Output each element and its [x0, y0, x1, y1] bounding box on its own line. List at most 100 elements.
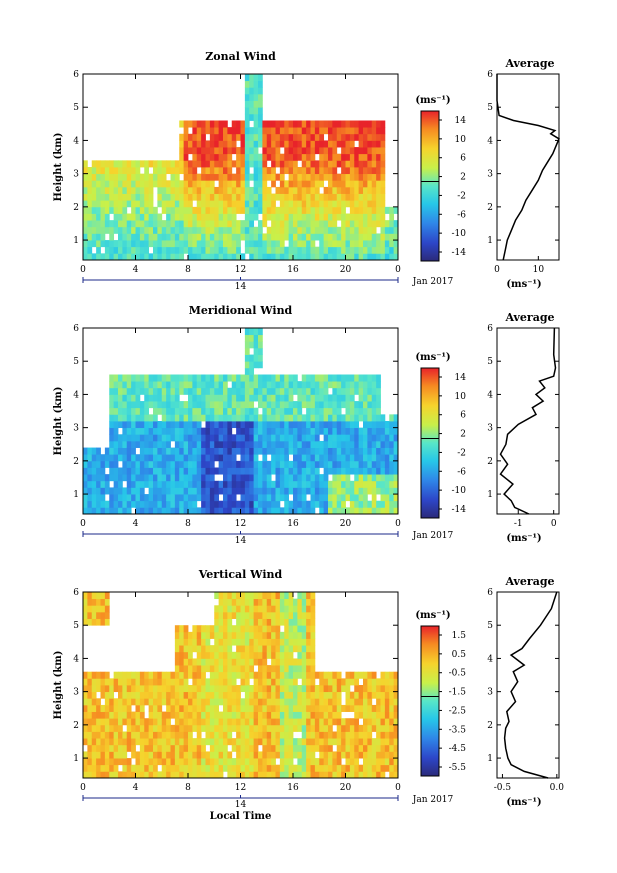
heatmap-cell: [139, 738, 145, 746]
heatmap-cell: [323, 671, 329, 679]
heatmap-cell: [240, 771, 246, 779]
heatmap-cell: [258, 93, 263, 101]
heatmap-cell: [389, 718, 395, 726]
heatmap-cell: [306, 500, 311, 508]
heatmap-cell: [288, 147, 294, 155]
heatmap-cell: [349, 246, 355, 254]
heatmap-cell: [209, 500, 215, 508]
heatmap-cell: [231, 738, 237, 746]
heatmap-cell: [306, 605, 311, 613]
heatmap-cell: [314, 758, 320, 766]
heatmap-cell: [214, 147, 220, 155]
heatmap-cell: [218, 127, 224, 135]
heatmap-cell: [192, 233, 198, 241]
heatmap-cell: [262, 724, 268, 732]
heatmap-cell: [345, 401, 351, 409]
heatmap-cell: [144, 200, 150, 208]
heatmap-cell: [341, 500, 346, 508]
heatmap-cell: [253, 120, 259, 128]
heatmap-cell: [393, 467, 399, 475]
heatmap-cell: [354, 691, 360, 699]
heatmap-cell: [310, 180, 316, 188]
heatmap-cell: [310, 678, 316, 686]
heatmap-cell: [345, 153, 351, 161]
heatmap-cell: [218, 460, 224, 468]
heatmap-cell: [328, 738, 333, 746]
heatmap-cell: [209, 718, 215, 726]
heatmap-cell: [236, 460, 241, 468]
heatmap-cell: [244, 113, 250, 121]
heatmap-cell: [131, 500, 136, 508]
heatmap-cell: [384, 454, 390, 462]
heatmap-cell: [297, 645, 303, 653]
colorbar-tick-label: 2: [460, 173, 466, 183]
y-tick-label: 5: [73, 621, 79, 631]
heatmap-cell: [153, 454, 158, 462]
heatmap-cell: [354, 173, 360, 181]
heatmap-cell: [319, 691, 325, 699]
heatmap-cell: [83, 180, 88, 188]
heatmap-cell: [371, 718, 377, 726]
heatmap-cell: [157, 226, 163, 234]
heatmap-cell: [332, 691, 338, 699]
heatmap-cell: [144, 246, 150, 254]
heatmap-cell: [144, 718, 150, 726]
heatmap-cell: [301, 226, 307, 234]
heatmap-cell: [109, 253, 115, 261]
heatmap-cell: [135, 434, 141, 442]
heatmap-cell: [279, 186, 285, 194]
heatmap-cell: [345, 480, 351, 488]
heatmap-cell: [236, 427, 241, 435]
heatmap-cell: [310, 206, 316, 214]
heatmap-cell: [376, 206, 381, 214]
heatmap-cell: [240, 147, 246, 155]
heatmap-cell: [336, 140, 342, 148]
heatmap-cell: [218, 771, 224, 779]
heatmap-cell: [288, 186, 294, 194]
heatmap-cell: [323, 153, 329, 161]
heatmap-cell: [354, 401, 360, 409]
heatmap-cell: [380, 480, 386, 488]
heatmap-cell: [218, 213, 224, 221]
heatmap-cell: [201, 220, 206, 228]
heatmap-cell: [319, 414, 325, 422]
heatmap-cell: [275, 592, 281, 600]
heatmap-cell: [161, 233, 167, 241]
heatmap-cell: [96, 253, 101, 261]
heatmap-cell: [240, 494, 246, 502]
heatmap-cell: [380, 440, 386, 448]
heatmap-cell: [336, 698, 342, 706]
heatmap-cell: [83, 671, 88, 679]
heatmap-cell: [279, 611, 285, 619]
heatmap-cell: [279, 651, 285, 659]
heatmap-cell: [376, 381, 381, 389]
heatmap-cell: [192, 407, 198, 415]
heatmap-cell: [323, 507, 329, 515]
heatmap-cell: [196, 467, 202, 475]
heatmap-cell: [319, 507, 325, 515]
heatmap-cell: [371, 186, 377, 194]
heatmap-cell: [384, 718, 390, 726]
heatmap-cell: [349, 213, 355, 221]
heatmap-cell: [275, 474, 281, 482]
heatmap-cell: [131, 671, 136, 679]
x-tick-label: 0: [80, 265, 86, 275]
heatmap-cell: [297, 220, 303, 228]
heatmap-cell: [284, 206, 290, 214]
heatmap-cell: [227, 474, 233, 482]
heatmap-cell: [380, 173, 386, 181]
profile-line-2: [503, 591, 558, 779]
heatmap-cell: [91, 507, 97, 515]
heatmap-cell: [341, 507, 346, 515]
heatmap-cell: [275, 507, 281, 515]
heatmap-cell: [284, 691, 290, 699]
heatmap-cell: [91, 618, 97, 626]
heatmap-cell: [218, 220, 224, 228]
heatmap-cell: [266, 665, 272, 673]
heatmap-cell: [306, 120, 311, 128]
heatmap-cell: [188, 487, 193, 495]
heatmap-cell: [87, 487, 93, 495]
heatmap-cell: [380, 427, 386, 435]
heatmap-cell: [100, 253, 106, 261]
heatmap-cell: [135, 387, 141, 395]
